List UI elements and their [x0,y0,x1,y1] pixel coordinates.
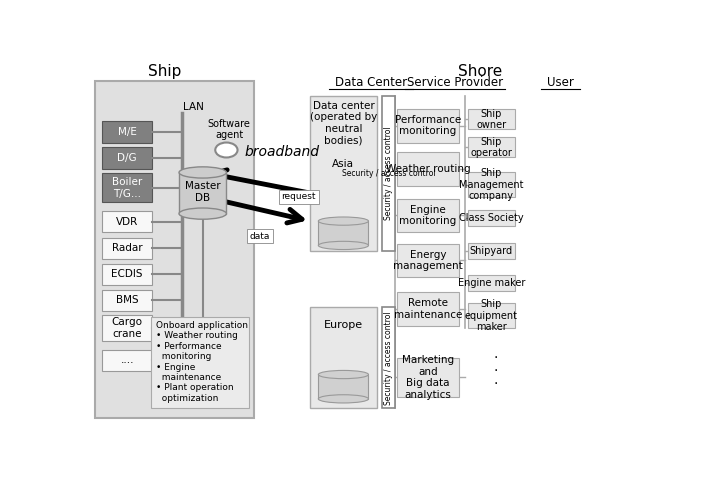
Text: Security / access control: Security / access control [342,169,436,178]
Bar [102,173,152,202]
Text: Ship: Ship [148,64,182,79]
Text: Shipyard: Shipyard [470,246,513,256]
Bar [467,303,515,328]
Bar [102,147,152,169]
Bar [383,307,395,408]
Text: BMS: BMS [116,295,139,305]
Text: Ship
owner: Ship owner [476,108,506,130]
Ellipse shape [179,208,226,219]
Text: ECDIS: ECDIS [111,269,143,279]
Bar [102,211,152,232]
Text: Marketing
and
Big data
analytics: Marketing and Big data analytics [402,355,454,400]
Text: Ship
equipment
maker: Ship equipment maker [465,299,518,332]
Bar [398,358,459,397]
Text: M/E: M/E [118,127,137,137]
Bar [102,121,152,142]
Text: request: request [282,192,316,201]
Bar [383,96,395,251]
Bar [398,292,459,326]
Text: .: . [493,347,498,361]
Text: Security / access control: Security / access control [384,126,393,220]
Bar [398,199,459,232]
Bar [102,315,152,341]
Bar [179,173,226,214]
Bar [102,238,152,259]
Text: Ship
operator: Ship operator [470,137,513,158]
Text: Service Provider: Service Provider [407,76,503,89]
Bar [467,109,515,129]
Text: Ship
Management
company: Ship Management company [459,168,523,201]
Text: Software
agent: Software agent [208,119,251,140]
Bar [467,173,515,197]
Text: LAN: LAN [183,102,203,112]
Text: Remote
maintenance: Remote maintenance [394,298,462,320]
Text: Performance
monitoring: Performance monitoring [395,115,461,137]
Bar [102,290,152,311]
Bar [467,276,515,291]
Bar [467,243,515,259]
Ellipse shape [319,217,368,225]
Text: Engine
monitoring: Engine monitoring [400,205,457,226]
Text: Engine maker: Engine maker [458,278,525,288]
Text: Master
DB: Master DB [185,181,221,203]
Bar [310,307,377,408]
Ellipse shape [179,167,226,178]
Bar [398,109,459,142]
Text: Data center
(operated by
neutral
bodies)

Asia: Data center (operated by neutral bodies)… [310,101,377,169]
Text: Weather routing: Weather routing [386,164,470,174]
Text: Onboard application
• Weather routing
• Performance
  monitoring
• Engine
  main: Onboard application • Weather routing • … [155,321,247,403]
Text: broadband: broadband [244,145,320,159]
Text: VDR: VDR [116,217,138,227]
Bar [319,221,368,245]
Text: Cargo
crane: Cargo crane [111,317,142,339]
Text: User: User [547,76,574,89]
Ellipse shape [319,242,368,249]
Bar [310,96,377,251]
Bar [467,210,515,226]
Text: Shore: Shore [458,64,502,79]
Bar [398,243,459,277]
Ellipse shape [319,395,368,403]
Bar [102,264,152,285]
Text: D/G: D/G [117,153,137,163]
Bar [96,81,255,417]
Bar [102,350,152,371]
Bar [467,137,515,157]
Text: Data Center: Data Center [335,76,408,89]
Text: Radar: Radar [112,243,142,253]
Bar [398,152,459,186]
Circle shape [215,142,237,157]
Text: Security / access control: Security / access control [384,311,393,404]
Bar [151,316,249,408]
Text: data: data [249,231,270,241]
Text: Class Society: Class Society [459,213,523,223]
Text: Europe: Europe [324,320,363,330]
Text: .: . [493,373,498,387]
Bar [319,375,368,399]
Text: .: . [493,360,498,374]
Text: ....: .... [121,355,134,365]
Text: Boiler
T/G...: Boiler T/G... [112,177,142,199]
Text: Energy
management: Energy management [393,250,463,271]
Ellipse shape [319,370,368,379]
